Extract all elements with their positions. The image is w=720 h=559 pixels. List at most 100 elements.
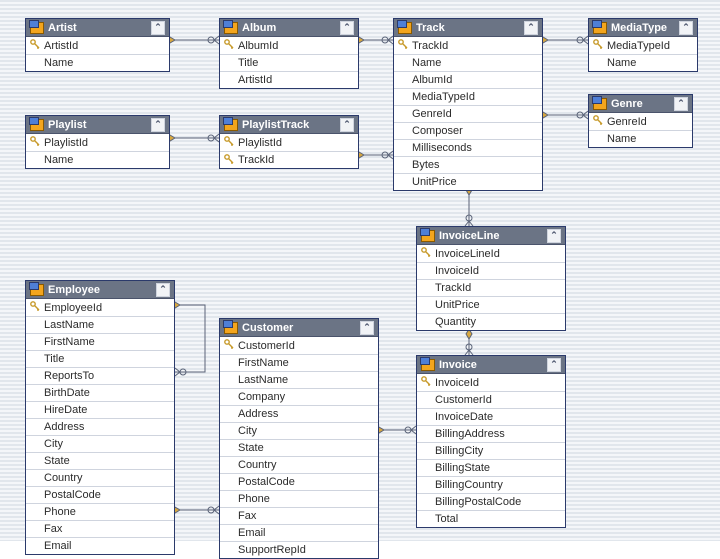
field-row[interactable]: Title <box>220 54 358 71</box>
field-row[interactable]: Total <box>417 510 565 527</box>
field-row[interactable]: Name <box>394 54 542 71</box>
table-header[interactable]: Album⌃ <box>220 19 358 37</box>
table-header[interactable]: Invoice⌃ <box>417 356 565 374</box>
field-row[interactable]: BirthDate <box>26 384 174 401</box>
field-row[interactable]: Quantity <box>417 313 565 330</box>
field-row[interactable]: FirstName <box>26 333 174 350</box>
field-name: Address <box>42 421 170 433</box>
field-row[interactable]: InvoiceLineId <box>417 245 565 262</box>
field-row[interactable]: BillingState <box>417 459 565 476</box>
field-row[interactable]: UnitPrice <box>394 173 542 190</box>
field-row[interactable]: Phone <box>220 490 378 507</box>
field-row[interactable]: Bytes <box>394 156 542 173</box>
table-album[interactable]: Album⌃AlbumIdTitleArtistId <box>219 18 359 89</box>
field-row[interactable]: PlaylistId <box>220 134 358 151</box>
collapse-icon[interactable]: ⌃ <box>547 229 561 243</box>
field-row[interactable]: Title <box>26 350 174 367</box>
field-row[interactable]: InvoiceId <box>417 374 565 391</box>
table-playlist[interactable]: Playlist⌃PlaylistIdName <box>25 115 170 169</box>
field-row[interactable]: Fax <box>26 520 174 537</box>
field-row[interactable]: AlbumId <box>394 71 542 88</box>
field-row[interactable]: PostalCode <box>26 486 174 503</box>
field-row[interactable]: ArtistId <box>220 71 358 88</box>
field-row[interactable]: Name <box>589 130 692 147</box>
field-row[interactable]: Address <box>26 418 174 435</box>
field-row[interactable]: MediaTypeId <box>394 88 542 105</box>
collapse-icon[interactable]: ⌃ <box>547 358 561 372</box>
table-customer[interactable]: Customer⌃CustomerIdFirstNameLastNameComp… <box>219 318 379 559</box>
field-row[interactable]: InvoiceId <box>417 262 565 279</box>
field-row[interactable]: Name <box>26 54 169 71</box>
table-header[interactable]: Employee⌃ <box>26 281 174 299</box>
collapse-icon[interactable]: ⌃ <box>151 118 165 132</box>
field-row[interactable]: LastName <box>26 316 174 333</box>
field-row[interactable]: GenreId <box>394 105 542 122</box>
field-row[interactable]: City <box>26 435 174 452</box>
field-row[interactable]: Company <box>220 388 378 405</box>
table-invoiceline[interactable]: InvoiceLine⌃InvoiceLineIdInvoiceIdTrackI… <box>416 226 566 331</box>
collapse-icon[interactable]: ⌃ <box>340 118 354 132</box>
table-genre[interactable]: Genre⌃ GenreId Name <box>588 94 693 148</box>
table-employee[interactable]: Employee⌃EmployeeIdLastNameFirstNameTitl… <box>25 280 175 555</box>
field-row[interactable]: PlaylistId <box>26 134 169 151</box>
collapse-icon[interactable]: ⌃ <box>679 21 693 35</box>
field-row[interactable]: Name <box>26 151 169 168</box>
table-header[interactable]: MediaType⌃ <box>589 19 697 37</box>
field-row[interactable]: FirstName <box>220 354 378 371</box>
field-row[interactable]: SupportRepId <box>220 541 378 558</box>
field-row[interactable]: BillingPostalCode <box>417 493 565 510</box>
table-mediatype[interactable]: MediaType⌃MediaTypeIdName <box>588 18 698 72</box>
table-track[interactable]: Track⌃TrackIdNameAlbumIdMediaTypeIdGenre… <box>393 18 543 191</box>
field-row[interactable]: GenreId <box>589 113 692 130</box>
collapse-icon[interactable]: ⌃ <box>524 21 538 35</box>
collapse-icon[interactable]: ⌃ <box>156 283 170 297</box>
table-header[interactable]: Genre⌃ <box>589 95 692 113</box>
table-playlisttrack[interactable]: PlaylistTrack⌃PlaylistIdTrackId <box>219 115 359 169</box>
table-invoice[interactable]: Invoice⌃InvoiceIdCustomerIdInvoiceDateBi… <box>416 355 566 528</box>
field-row[interactable]: TrackId <box>417 279 565 296</box>
field-row[interactable]: MediaTypeId <box>589 37 697 54</box>
field-name: GenreId <box>605 116 688 128</box>
field-row[interactable]: ArtistId <box>26 37 169 54</box>
collapse-icon[interactable]: ⌃ <box>674 97 688 111</box>
field-row[interactable]: InvoiceDate <box>417 408 565 425</box>
field-row[interactable]: TrackId <box>394 37 542 54</box>
field-row[interactable]: AlbumId <box>220 37 358 54</box>
table-header[interactable]: Customer⌃ <box>220 319 378 337</box>
field-row[interactable]: BillingAddress <box>417 425 565 442</box>
field-row[interactable]: TrackId <box>220 151 358 168</box>
field-row[interactable]: BillingCountry <box>417 476 565 493</box>
table-artist[interactable]: Artist⌃ArtistIdName <box>25 18 170 72</box>
field-row[interactable]: PostalCode <box>220 473 378 490</box>
field-row[interactable]: LastName <box>220 371 378 388</box>
table-header[interactable]: Playlist⌃ <box>26 116 169 134</box>
field-row[interactable]: Milliseconds <box>394 139 542 156</box>
field-row[interactable]: CustomerId <box>220 337 378 354</box>
field-row[interactable]: Phone <box>26 503 174 520</box>
field-row[interactable]: Address <box>220 405 378 422</box>
collapse-icon[interactable]: ⌃ <box>151 21 165 35</box>
field-row[interactable]: City <box>220 422 378 439</box>
collapse-icon[interactable]: ⌃ <box>340 21 354 35</box>
field-row[interactable]: UnitPrice <box>417 296 565 313</box>
field-row[interactable]: Composer <box>394 122 542 139</box>
collapse-icon[interactable]: ⌃ <box>360 321 374 335</box>
field-row[interactable]: Email <box>26 537 174 554</box>
field-row[interactable]: CustomerId <box>417 391 565 408</box>
field-row[interactable]: State <box>220 439 378 456</box>
field-row[interactable]: Country <box>220 456 378 473</box>
field-row[interactable]: ReportsTo <box>26 367 174 384</box>
field-row[interactable]: EmployeeId <box>26 299 174 316</box>
field-row[interactable]: Name <box>589 54 697 71</box>
table-header[interactable]: PlaylistTrack⌃ <box>220 116 358 134</box>
field-name: PostalCode <box>236 476 374 488</box>
table-header[interactable]: InvoiceLine⌃ <box>417 227 565 245</box>
field-row[interactable]: Fax <box>220 507 378 524</box>
table-header[interactable]: Track⌃ <box>394 19 542 37</box>
field-row[interactable]: Country <box>26 469 174 486</box>
field-row[interactable]: Email <box>220 524 378 541</box>
field-row[interactable]: BillingCity <box>417 442 565 459</box>
field-row[interactable]: State <box>26 452 174 469</box>
table-header[interactable]: Artist⌃ <box>26 19 169 37</box>
field-row[interactable]: HireDate <box>26 401 174 418</box>
